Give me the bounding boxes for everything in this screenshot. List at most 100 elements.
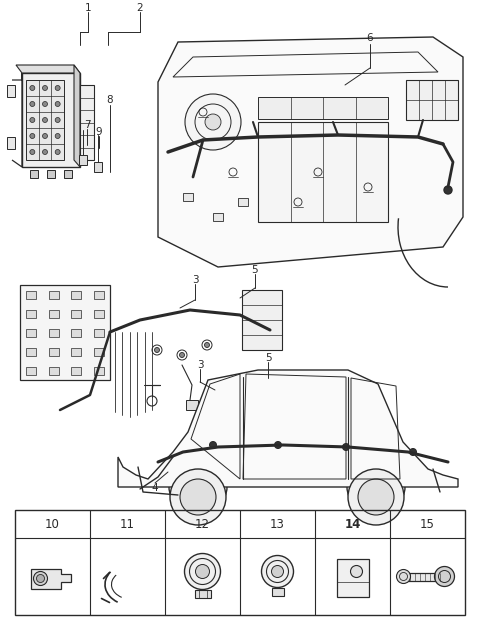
Bar bbox=[94, 162, 102, 172]
Circle shape bbox=[185, 94, 241, 150]
Circle shape bbox=[30, 86, 35, 91]
Bar bbox=[71, 309, 81, 318]
Circle shape bbox=[43, 86, 48, 91]
Circle shape bbox=[272, 566, 284, 578]
Bar bbox=[26, 366, 36, 374]
Bar bbox=[7, 137, 15, 149]
Text: 2: 2 bbox=[137, 3, 144, 13]
Text: 7: 7 bbox=[84, 120, 90, 130]
Bar bbox=[272, 588, 284, 596]
Bar bbox=[94, 366, 104, 374]
Bar bbox=[406, 572, 441, 581]
Circle shape bbox=[205, 114, 221, 130]
Bar bbox=[213, 213, 223, 221]
Polygon shape bbox=[22, 73, 80, 167]
Circle shape bbox=[209, 441, 216, 449]
Circle shape bbox=[30, 149, 35, 154]
Bar bbox=[30, 170, 38, 178]
Circle shape bbox=[55, 149, 60, 154]
Text: 3: 3 bbox=[197, 360, 204, 370]
Text: 8: 8 bbox=[107, 95, 113, 105]
Bar bbox=[15, 510, 465, 615]
Bar bbox=[47, 170, 55, 178]
Bar bbox=[258, 122, 388, 222]
Text: 11: 11 bbox=[120, 518, 135, 531]
Circle shape bbox=[195, 564, 209, 579]
Text: 15: 15 bbox=[420, 518, 435, 531]
Circle shape bbox=[30, 134, 35, 139]
Circle shape bbox=[55, 134, 60, 139]
Bar bbox=[406, 80, 458, 120]
Polygon shape bbox=[31, 569, 71, 589]
Circle shape bbox=[43, 134, 48, 139]
Bar bbox=[336, 559, 369, 596]
Bar bbox=[94, 348, 104, 356]
Circle shape bbox=[43, 118, 48, 122]
Bar bbox=[242, 290, 282, 350]
Circle shape bbox=[170, 469, 226, 525]
Circle shape bbox=[434, 566, 455, 586]
Bar bbox=[258, 97, 388, 119]
Bar bbox=[71, 348, 81, 356]
Polygon shape bbox=[118, 370, 458, 487]
Bar bbox=[49, 291, 59, 299]
Text: 1: 1 bbox=[84, 3, 91, 13]
Bar bbox=[49, 329, 59, 336]
Bar bbox=[26, 80, 64, 160]
Text: 10: 10 bbox=[45, 518, 60, 531]
Bar bbox=[26, 309, 36, 318]
Bar bbox=[94, 329, 104, 336]
Circle shape bbox=[43, 149, 48, 154]
Circle shape bbox=[34, 571, 48, 586]
Circle shape bbox=[55, 118, 60, 122]
Circle shape bbox=[275, 441, 281, 449]
Circle shape bbox=[262, 556, 293, 588]
Circle shape bbox=[43, 101, 48, 106]
Bar bbox=[94, 291, 104, 299]
Bar bbox=[71, 329, 81, 336]
Bar bbox=[71, 366, 81, 374]
Circle shape bbox=[155, 348, 159, 352]
Bar bbox=[49, 348, 59, 356]
Circle shape bbox=[358, 479, 394, 515]
Bar bbox=[26, 329, 36, 336]
Circle shape bbox=[180, 479, 216, 515]
Text: 3: 3 bbox=[192, 275, 198, 285]
Bar bbox=[183, 193, 193, 201]
Circle shape bbox=[350, 566, 362, 578]
Circle shape bbox=[30, 118, 35, 122]
Bar bbox=[49, 309, 59, 318]
Circle shape bbox=[444, 186, 452, 194]
Bar bbox=[94, 309, 104, 318]
Circle shape bbox=[204, 342, 209, 348]
Text: 12: 12 bbox=[195, 518, 210, 531]
Circle shape bbox=[55, 101, 60, 106]
Circle shape bbox=[396, 569, 410, 584]
Text: 14: 14 bbox=[344, 518, 360, 531]
Circle shape bbox=[180, 352, 184, 357]
Bar bbox=[186, 400, 198, 410]
Text: 4: 4 bbox=[152, 483, 158, 493]
Text: 5: 5 bbox=[252, 265, 258, 275]
Text: 13: 13 bbox=[270, 518, 285, 531]
Polygon shape bbox=[16, 65, 80, 73]
Circle shape bbox=[30, 101, 35, 106]
Text: 6: 6 bbox=[367, 33, 373, 43]
Bar bbox=[26, 291, 36, 299]
Bar bbox=[194, 589, 211, 598]
Circle shape bbox=[36, 574, 45, 582]
Text: 9: 9 bbox=[96, 127, 102, 137]
Circle shape bbox=[55, 86, 60, 91]
Bar bbox=[64, 170, 72, 178]
Text: 5: 5 bbox=[264, 353, 271, 363]
Bar bbox=[71, 291, 81, 299]
Bar bbox=[49, 366, 59, 374]
Bar bbox=[20, 285, 110, 380]
Bar bbox=[238, 198, 248, 206]
Polygon shape bbox=[74, 65, 80, 167]
Polygon shape bbox=[158, 37, 463, 267]
Bar bbox=[26, 348, 36, 356]
Circle shape bbox=[348, 469, 404, 525]
Bar bbox=[7, 85, 15, 97]
Circle shape bbox=[343, 444, 349, 451]
